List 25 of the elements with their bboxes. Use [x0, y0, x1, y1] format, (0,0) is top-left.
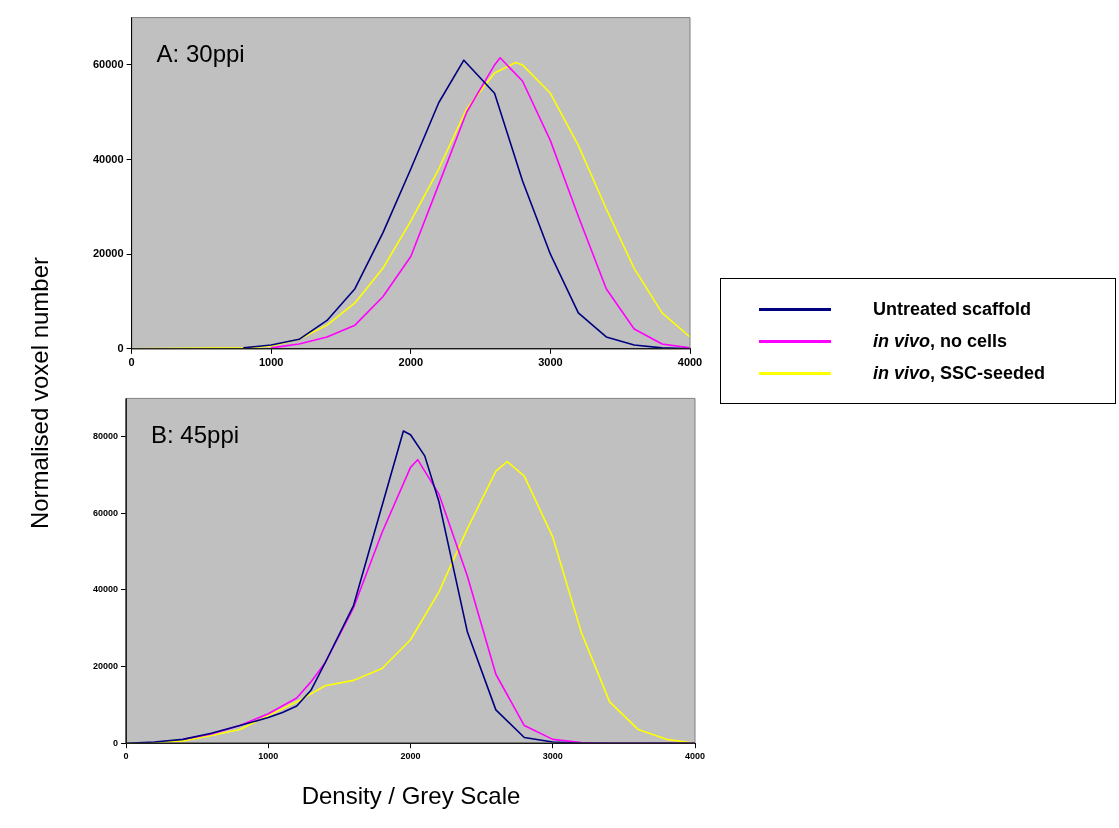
y-tick-label: 20000 — [93, 661, 119, 672]
x-tick-label: 0 — [128, 356, 135, 369]
y-tick-label: 60000 — [92, 57, 124, 70]
x-tick-label: 4000 — [684, 751, 706, 762]
y-tick-label: 40000 — [93, 584, 119, 595]
x-axis-title: Density / Grey Scale — [301, 782, 521, 810]
x-tick-label: 2000 — [398, 356, 424, 369]
x-tick-label: 1000 — [258, 751, 279, 762]
legend-label: in vivo, no cells — [873, 330, 1008, 352]
x-tick-label: 3000 — [538, 356, 563, 369]
text: A: 30ppi — [156, 40, 245, 68]
legend-label: in vivo, SSC-seeded — [873, 362, 1046, 384]
y-tick-label: 0 — [113, 737, 119, 748]
text: B: 45ppi — [151, 421, 240, 449]
x-tick-label: 3000 — [542, 751, 563, 762]
y-tick-label: 80000 — [93, 431, 119, 442]
x-tick-label: 2000 — [400, 751, 421, 762]
y-tick-label: 60000 — [93, 507, 119, 518]
y-tick-label: 20000 — [92, 247, 124, 260]
x-tick-label: 1000 — [258, 356, 284, 369]
y-axis-title: Normalised voxel number — [26, 256, 54, 530]
y-tick-label: 0 — [117, 341, 124, 354]
y-tick-label: 40000 — [92, 152, 124, 165]
x-tick-label: 4000 — [677, 356, 703, 369]
legend-label: Untreated scaffold — [873, 298, 1032, 320]
